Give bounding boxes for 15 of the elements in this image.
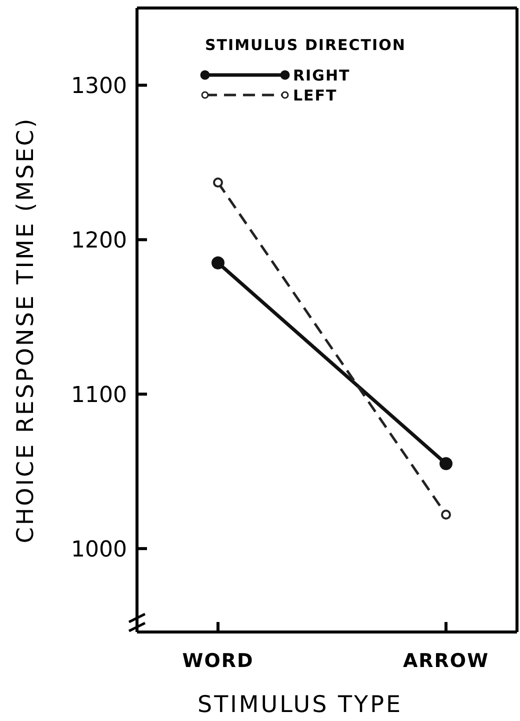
legend-label: LEFT [293, 86, 338, 104]
point [212, 256, 224, 270]
point [213, 178, 223, 188]
y-tick-label: 1000 [71, 537, 127, 562]
y-tick-label: 1100 [71, 382, 127, 408]
point [441, 510, 451, 520]
x-axis-title: STIMULUS TYPE [197, 692, 403, 718]
x-tick-label: WORD [182, 650, 254, 672]
x-tick-label: ARROW [402, 650, 490, 672]
legend-label: RIGHT [293, 66, 350, 84]
y-tick-label: 1200 [71, 228, 127, 254]
point [440, 457, 452, 470]
y-tick-label: 1300 [71, 74, 127, 99]
y-axis-title: CHOICE RESPONSE TIME (MSEC) [13, 116, 39, 544]
legend-title: STIMULUS DIRECTION [205, 36, 406, 54]
